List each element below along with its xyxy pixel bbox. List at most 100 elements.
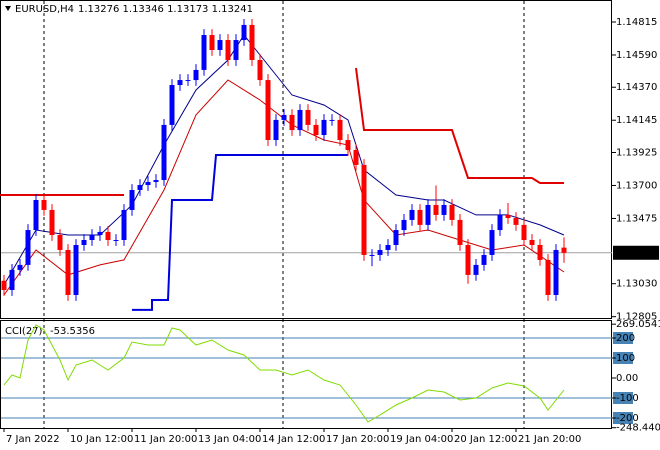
candle-body xyxy=(121,209,127,241)
candle-body xyxy=(529,240,535,245)
y-tick-label: -100 xyxy=(616,393,639,404)
candle-body xyxy=(353,149,359,165)
y-tick-label: 1.13475 xyxy=(616,213,657,224)
candle-body xyxy=(9,269,15,290)
candle-body xyxy=(337,119,343,141)
candle-body xyxy=(89,235,95,241)
y-tick-label: -248.4405 xyxy=(616,423,660,434)
indicator-line xyxy=(3,324,565,423)
y-tick-label: 100 xyxy=(616,353,635,364)
candle-body xyxy=(409,209,415,220)
symbol: EURUSD,H4 xyxy=(15,4,74,15)
y-tick-label: 1.14815 xyxy=(616,17,657,28)
y-tick-label: 1.13700 xyxy=(616,180,657,191)
candle-body xyxy=(417,209,423,225)
candle-body xyxy=(297,109,303,131)
candle-body xyxy=(473,264,479,275)
candle-body xyxy=(57,235,63,250)
cci-title: CCI(27) xyxy=(5,326,43,337)
candle-body xyxy=(185,80,191,82)
candle-body xyxy=(441,204,447,215)
candle-body xyxy=(257,59,263,81)
x-tick-label: 13 Jan 04:00 xyxy=(198,434,261,445)
level-box xyxy=(613,392,633,404)
level-box xyxy=(613,332,633,344)
candle-body xyxy=(433,204,439,215)
candle-body xyxy=(489,230,495,255)
y-tick-label: 200 xyxy=(616,333,635,344)
y-tick-label: 1.14145 xyxy=(616,115,657,126)
level-box xyxy=(613,412,633,424)
candle-body xyxy=(321,119,327,136)
candle-body xyxy=(41,199,47,210)
candle-body xyxy=(33,199,39,231)
level-box xyxy=(613,352,633,364)
candle-body xyxy=(345,140,351,150)
candle-body xyxy=(385,244,391,250)
candle-body xyxy=(537,244,543,260)
candle-body xyxy=(393,230,399,245)
cci-value: -53.5356 xyxy=(50,326,95,337)
candle-body xyxy=(105,231,111,241)
x-tick-label: 11 Jan 20:00 xyxy=(134,434,197,445)
candle-body xyxy=(81,240,87,245)
x-tick-label: 19 Jan 04:00 xyxy=(390,434,453,445)
candle-body xyxy=(129,190,135,210)
ohlc: 1.13276 1.13346 1.13173 1.13241 xyxy=(78,4,253,15)
candle-body xyxy=(1,280,7,290)
candle-body xyxy=(521,224,527,241)
candle-body xyxy=(241,24,247,41)
y-tick-label: 269.0541 xyxy=(616,319,660,330)
candle-body xyxy=(513,218,519,225)
candle-body xyxy=(225,40,231,60)
candle-body xyxy=(281,114,287,120)
candle-body xyxy=(505,214,511,219)
separators xyxy=(43,1,525,428)
y-tick-label: 1.13030 xyxy=(616,279,657,290)
x-tick-label: 14 Jan 12:00 xyxy=(262,434,325,445)
candle-body xyxy=(153,180,159,182)
y-tick-label: 0.00 xyxy=(616,373,638,384)
candle-body xyxy=(449,204,455,220)
candle-body xyxy=(497,214,503,231)
candle-body xyxy=(401,219,407,231)
x-tick-label: 10 Jan 12:00 xyxy=(70,434,133,445)
candle-body xyxy=(553,249,559,295)
candle-body xyxy=(289,114,295,131)
candle-body xyxy=(113,240,119,242)
candle-body xyxy=(73,244,79,295)
indicator-line xyxy=(355,67,564,184)
candle-body xyxy=(137,185,143,191)
candle-body xyxy=(361,164,367,255)
y-tick-label: -200 xyxy=(616,413,639,424)
candle-body xyxy=(177,80,183,86)
candle-body xyxy=(457,219,463,245)
x-tick-label: 21 Jan 20:00 xyxy=(518,434,581,445)
candle-body xyxy=(465,244,471,275)
candle-body xyxy=(265,80,271,141)
candle-body xyxy=(193,69,199,81)
candle-body xyxy=(169,85,175,125)
y-tick-label: 1.14590 xyxy=(616,50,657,61)
x-tick-label: 17 Jan 20:00 xyxy=(326,434,389,445)
candle-body xyxy=(273,119,279,141)
candle-body xyxy=(377,249,383,255)
indicator-line xyxy=(132,154,348,311)
candle-body xyxy=(369,254,375,256)
candle-body xyxy=(425,204,431,225)
last-price-label: 1.13241 xyxy=(616,248,657,259)
x-tick-label: 7 Jan 2022 xyxy=(6,434,60,445)
candle-body xyxy=(25,230,31,265)
candle-body xyxy=(217,40,223,50)
candle-body xyxy=(65,249,71,295)
candle-body xyxy=(201,35,207,70)
menu-arrow[interactable] xyxy=(5,6,11,11)
candle-body xyxy=(49,209,55,236)
candle-body xyxy=(145,181,151,186)
indicator-line xyxy=(3,34,565,286)
x-tick-label: 20 Jan 12:00 xyxy=(454,434,517,445)
last-price-box xyxy=(613,245,659,260)
y-tick-label: 1.12805 xyxy=(616,312,657,323)
candle-body xyxy=(249,24,255,60)
